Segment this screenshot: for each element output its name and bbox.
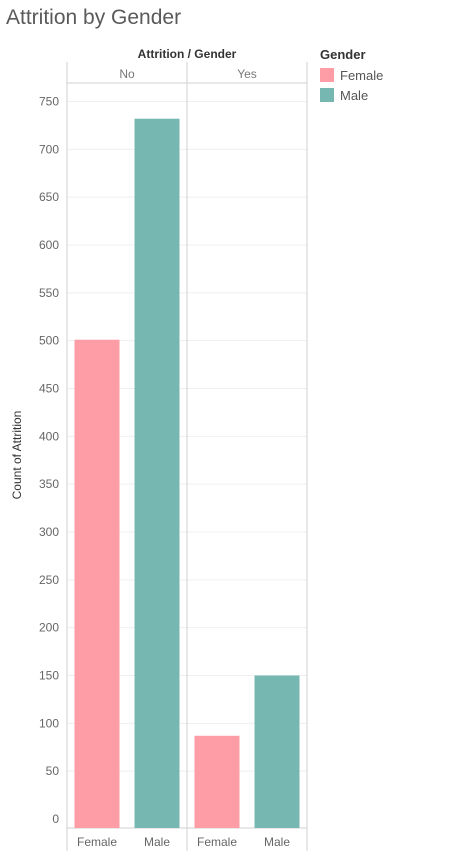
y-tick-label: 600 (39, 238, 59, 252)
legend-item-male[interactable]: Male (320, 85, 383, 105)
y-tick-label: 500 (39, 334, 59, 348)
bar-no-male (134, 118, 180, 829)
y-tick-label: 300 (39, 525, 59, 539)
y-tick-label: 150 (39, 669, 59, 683)
y-axis-ticks: 0 50 100 150 200 250 300 350 400 450 500 550 600 650 7… (39, 95, 59, 827)
bars (74, 118, 300, 829)
legend: Gender Female Male (320, 47, 383, 105)
y-tick-label: 0 (52, 812, 59, 826)
y-tick-label: 400 (39, 429, 59, 443)
x-tick-label-yes-female: Female (197, 835, 237, 849)
y-tick-label: 200 (39, 621, 59, 635)
legend-swatch-female (320, 68, 334, 82)
x-tick-label-no-male: Male (144, 835, 170, 849)
y-tick-label: 650 (39, 190, 59, 204)
y-tick-label: 450 (39, 382, 59, 396)
x-tick-label-yes-male: Male (264, 835, 290, 849)
legend-item-female[interactable]: Female (320, 65, 383, 85)
y-tick-label: 700 (39, 142, 59, 156)
y-tick-label: 100 (39, 716, 59, 730)
legend-label-female: Female (340, 67, 384, 83)
y-tick-label: 350 (39, 477, 59, 491)
bar-no-female (74, 339, 120, 828)
legend-swatch-male (320, 88, 334, 102)
y-tick-label: 750 (39, 95, 59, 109)
bar-yes-male (254, 675, 300, 828)
y-axis-label: Count of Attrition (10, 411, 24, 500)
group-header-yes: Yes (237, 67, 257, 81)
chart-title: Attrition by Gender (6, 6, 182, 29)
group-header-no: No (119, 67, 135, 81)
y-tick-label: 250 (39, 573, 59, 587)
bar-yes-female (194, 735, 240, 828)
x-tick-label-no-female: Female (77, 835, 117, 849)
y-tick-label: 550 (39, 286, 59, 300)
legend-title: Gender (320, 47, 366, 62)
legend-label-male: Male (340, 87, 369, 103)
header-label: Attrition / Gender (138, 47, 237, 61)
y-tick-label: 50 (46, 764, 60, 778)
